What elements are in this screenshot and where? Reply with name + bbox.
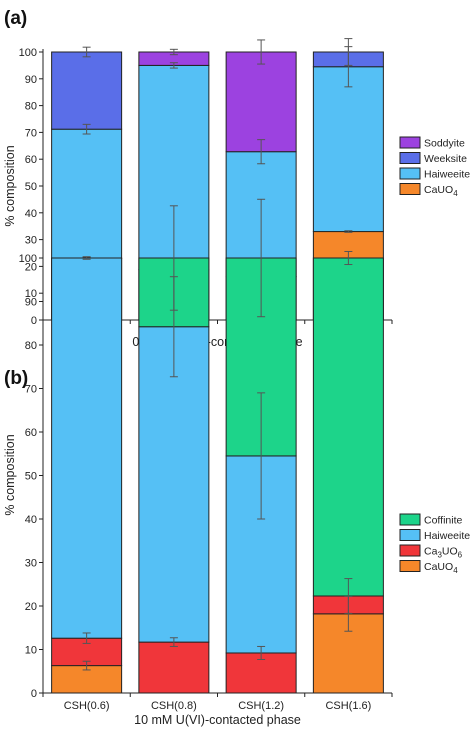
bar-1-0-2	[51, 257, 123, 639]
y-tick-label-1-5: 50	[25, 471, 37, 483]
y-tick-label-0-1: 10	[25, 288, 37, 300]
legend-label-1-2: Ca3UO6	[424, 546, 463, 560]
panel-label-0: (a)	[4, 8, 27, 29]
bar-1-1-2	[138, 326, 210, 643]
y-tick-label-1-8: 80	[25, 340, 37, 352]
y-tick-label-0-5: 50	[25, 181, 37, 193]
error-bar-1-2-1	[257, 645, 266, 661]
y-tick-label-1-1: 10	[25, 645, 37, 657]
y-tick-label-1-6: 60	[25, 427, 37, 439]
error-bar-1-0-2	[82, 256, 91, 260]
error-bar-1-2-2	[257, 392, 266, 520]
error-bar-0-3-2	[344, 38, 353, 66]
error-bar-1-0-0	[82, 660, 91, 671]
x-tick-label-1-2: CSH(1.2)	[238, 700, 284, 712]
y-tick-label-1-0: 0	[31, 688, 37, 700]
panel-label-1: (b)	[4, 368, 28, 389]
y-axis-label-0: % composition	[3, 145, 17, 226]
y-tick-label-1-3: 30	[25, 558, 37, 570]
y-tick-label-0-7: 70	[25, 127, 37, 139]
y-tick-label-0-0: 0	[31, 315, 37, 327]
error-bar-1-1-3	[169, 205, 178, 311]
y-tick-label-1-10: 100	[19, 253, 37, 265]
y-tick-label-0-10: 100	[19, 47, 37, 59]
legend-label-0-1: Weeksite	[424, 153, 467, 165]
bar-0-0-2	[51, 51, 123, 130]
error-bar-0-2-3	[257, 39, 266, 65]
error-bar-0-1-1	[169, 62, 178, 69]
y-tick-label-0-4: 40	[25, 208, 37, 220]
bar-0-0-1	[51, 128, 123, 259]
y-tick-label-1-7: 70	[25, 384, 37, 396]
bar-0-2-3	[225, 51, 297, 153]
error-bar-1-3-1	[344, 578, 353, 614]
error-bar-1-3-3	[344, 250, 353, 266]
legend-label-0-2: Haiweeite	[424, 169, 470, 181]
legend-swatch-0-0	[399, 136, 421, 149]
legend-label-0-0: Soddyite	[424, 138, 465, 150]
legend-swatch-1-2	[399, 544, 421, 557]
legend-swatch-0-3	[399, 183, 421, 195]
error-bar-0-1-3	[169, 48, 178, 56]
bar-1-1-1	[138, 641, 210, 694]
y-tick-label-0-8: 80	[25, 101, 37, 113]
y-tick-label-0-2: 20	[25, 261, 37, 273]
legend-swatch-1-1	[399, 529, 421, 541]
legend-label-1-0: Coffinite	[424, 515, 462, 527]
legend-swatch-1-0	[399, 513, 421, 526]
legend-label-1-1: Haiweeite	[424, 530, 470, 542]
error-bar-0-3-0	[344, 230, 353, 233]
error-bar-0-0-2	[82, 46, 91, 58]
y-axis-label-1: % composition	[3, 434, 17, 515]
error-bar-1-2-3	[257, 198, 266, 318]
y-tick-label-0-9: 90	[25, 74, 37, 86]
y-tick-label-0-6: 60	[25, 154, 37, 166]
bar-0-3-1	[312, 66, 384, 233]
legend-label-0-3: CaUO4	[424, 184, 458, 198]
error-bar-1-0-1	[82, 632, 91, 644]
x-axis-label-1: 10 mM U(VI)-contacted phase	[134, 713, 301, 727]
bar-1-3-3	[312, 257, 384, 597]
error-bar-1-1-1	[169, 637, 178, 647]
error-bar-0-2-1	[257, 139, 266, 165]
y-tick-label-1-2: 20	[25, 601, 37, 613]
y-tick-label-1-4: 40	[25, 514, 37, 526]
x-tick-label-1-3: CSH(1.6)	[325, 700, 371, 712]
x-tick-label-1-1: CSH(0.8)	[151, 700, 197, 712]
legend-swatch-0-1	[399, 152, 421, 164]
y-tick-label-1-9: 90	[25, 297, 37, 309]
x-tick-label-1-0: CSH(0.6)	[64, 700, 110, 712]
legend-swatch-1-3	[399, 560, 421, 572]
legend-swatch-0-2	[399, 167, 421, 180]
legend-label-1-3: CaUO4	[424, 561, 458, 575]
y-tick-label-0-3: 30	[25, 235, 37, 247]
error-bar-0-0-1	[82, 123, 91, 135]
